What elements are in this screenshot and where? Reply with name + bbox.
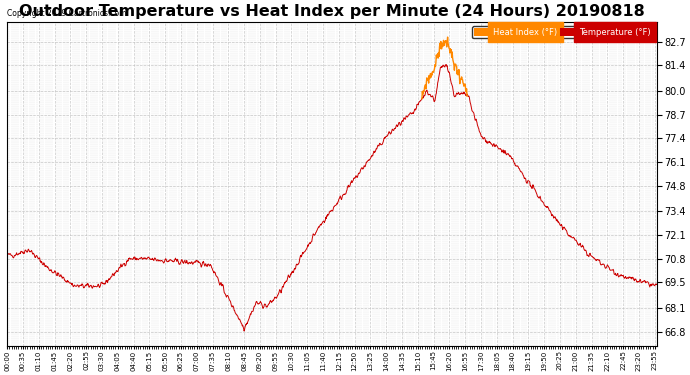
Heat Index (°F) (433, 54, 442, 58)
Title: Outdoor Temperature vs Heat Index per Minute (24 Hours) 20190818: Outdoor Temperature vs Heat Index per Mi… (19, 4, 644, 19)
Line: Heat Index (°F): Heat Index (°F) (422, 37, 467, 99)
Legend: Heat Index (°F), Temperature (°F): Heat Index (°F), Temperature (°F) (473, 26, 653, 38)
Line: Temperature (°F): Temperature (°F) (7, 64, 657, 331)
Temperature (°F) (433, 81, 442, 85)
Temperature (°F) (442, 62, 451, 67)
Text: Copyright 2019 Cartronics.com: Copyright 2019 Cartronics.com (7, 9, 127, 18)
Temperature (°F) (653, 282, 661, 287)
Temperature (°F) (519, 173, 527, 177)
Temperature (°F) (3, 252, 11, 257)
Temperature (°F) (576, 241, 584, 246)
Temperature (°F) (148, 257, 156, 261)
Temperature (°F) (132, 256, 140, 261)
Temperature (°F) (240, 329, 248, 333)
Temperature (°F) (220, 290, 228, 295)
